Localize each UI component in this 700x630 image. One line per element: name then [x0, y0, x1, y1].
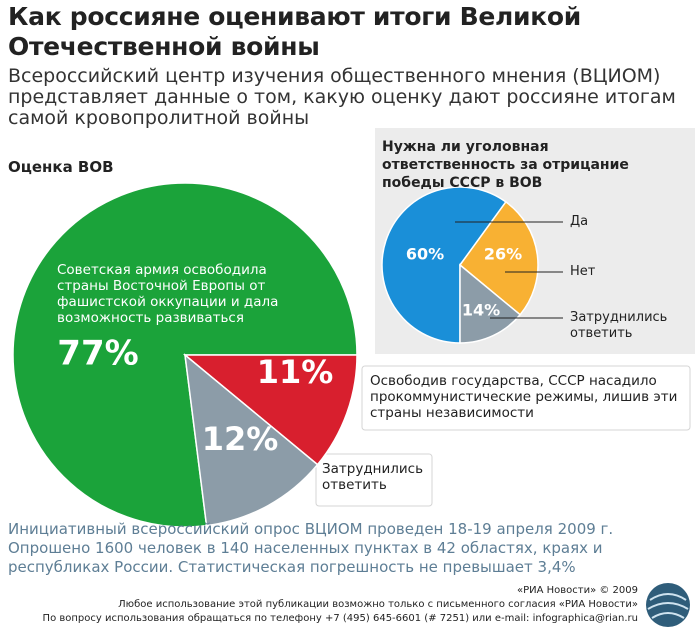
value-label: 12% [202, 420, 279, 458]
callout [315, 453, 433, 507]
value-label: 77% [57, 334, 138, 374]
pies [12, 182, 539, 528]
logo-lines [647, 593, 689, 619]
category-label: Нет [570, 264, 596, 279]
pie-slice [458, 200, 539, 316]
credit: «РИА Новости» © 2009 [516, 585, 638, 596]
subtitle: Всероссийский центр изучения общественно… [8, 65, 676, 129]
pie-slice [182, 354, 358, 466]
category-label: Затруднились ответить [570, 310, 668, 341]
note: Инициативный всероссийский опрос ВЦИОМ п… [8, 520, 614, 576]
callout [361, 365, 691, 431]
category-label: Затруднились ответить [322, 461, 424, 493]
contact: По вопросу использования обращаться по т… [42, 613, 638, 624]
chart-title: Нужна ли уголовная ответственность за от… [382, 139, 629, 191]
pie-slice [381, 186, 507, 344]
value-label: 11% [257, 353, 334, 391]
value-label: 60% [406, 245, 444, 264]
usage: Любое использование этой публикации возм… [118, 599, 638, 610]
pie-slice [459, 263, 522, 344]
title: Как россияне оценивают итоги Великой Оте… [8, 2, 581, 61]
value-label: 26% [484, 245, 522, 264]
pie-slice [184, 353, 319, 527]
logo-circle [646, 583, 690, 627]
chart-title: Оценка ВОВ [8, 158, 114, 176]
category-label: Да [570, 214, 589, 229]
category-label: Советская армия освободила страны Восточ… [57, 262, 279, 326]
leaders [455, 221, 563, 319]
category-label: Освободив государства, СССР насадило про… [370, 373, 678, 421]
value-label: 14% [462, 301, 500, 320]
logo [646, 583, 690, 627]
